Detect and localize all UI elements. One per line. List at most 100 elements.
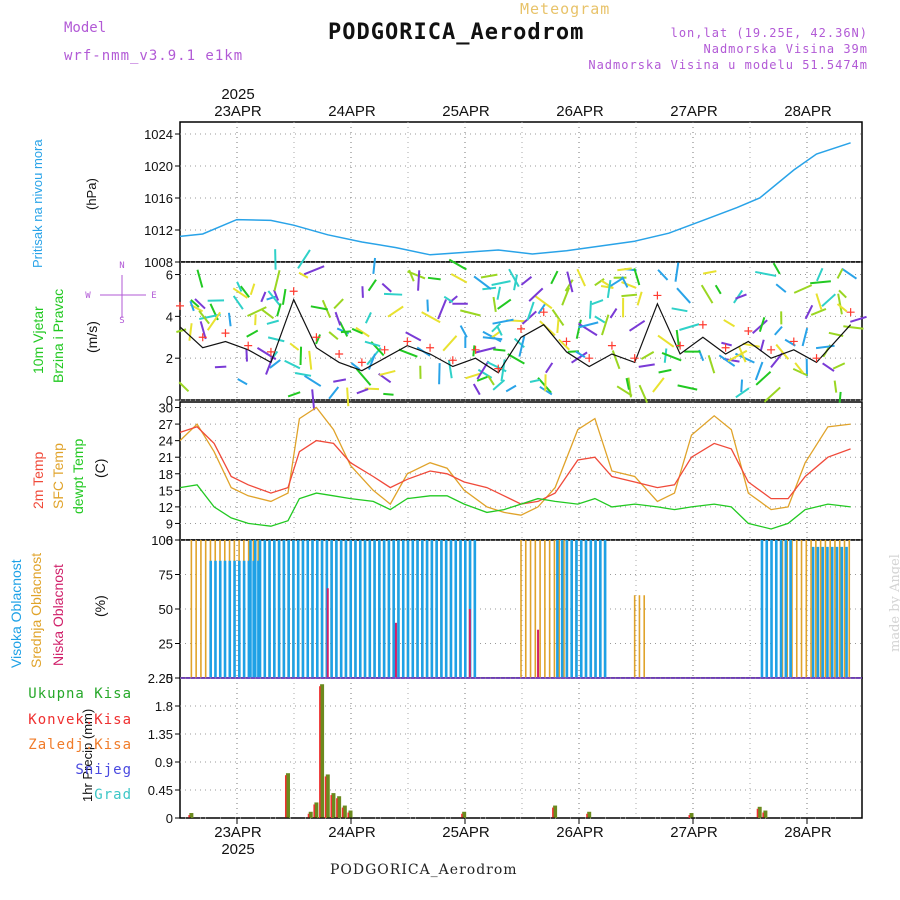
y-tick-label: 4 (166, 309, 173, 324)
bottom-day-label: 25APR (442, 824, 490, 841)
y-tick-label: 12 (159, 500, 173, 515)
dewpoint-line (179, 484, 851, 530)
bottom-year-label: 2025 (221, 841, 254, 858)
wind-barb (482, 336, 503, 341)
wind-barb (640, 350, 655, 360)
wind-barb (176, 328, 187, 333)
y-tick-label: 1.35 (148, 727, 173, 742)
compass-n: N (119, 261, 124, 271)
top-year-label: 2025 (221, 86, 254, 103)
wind-barb (735, 387, 750, 399)
wind-barb (843, 325, 864, 330)
wind-barb (561, 287, 571, 306)
precip-conv-bar (347, 812, 349, 818)
wind-barb (333, 298, 344, 310)
wind-barb (556, 318, 560, 334)
wind-barb (591, 299, 604, 306)
wind-barb (364, 312, 372, 324)
wind-barb (679, 323, 700, 331)
wind-barb (545, 362, 554, 374)
panel-frame-0 (179, 121, 863, 263)
wind-barb (609, 276, 625, 288)
wind-barb (379, 369, 396, 376)
wind-barb (239, 285, 250, 298)
wind-barb (621, 293, 638, 298)
precip-conv-bar (688, 815, 690, 818)
precip-bar (189, 813, 194, 818)
top-day-label: 25APR (442, 103, 490, 120)
wind-gust-marker (789, 337, 798, 346)
y-tick-label: 9 (166, 516, 173, 531)
wind-barb (267, 290, 281, 307)
compass-cross (100, 275, 146, 318)
y-tick-label: 1012 (144, 223, 173, 238)
top-day-label: 26APR (556, 103, 604, 120)
wind-gust-marker (426, 343, 435, 352)
wind-barb (465, 372, 481, 380)
wind-barb (838, 391, 842, 403)
temp-unit: (C) (92, 458, 108, 478)
wind-barb (551, 309, 565, 327)
wind-barb (663, 348, 668, 363)
wind-gust-marker (289, 287, 298, 296)
wind-barb (528, 287, 544, 302)
y-tick-label: 0 (166, 811, 173, 826)
wind-barb (606, 279, 612, 299)
wind-barb (356, 388, 369, 395)
y-tick-label: 0.9 (155, 755, 173, 770)
wind-barb (566, 271, 574, 293)
wind-barb (381, 282, 392, 293)
wind-barb (836, 268, 844, 279)
wind-barb (617, 267, 632, 272)
wind-barb (493, 348, 506, 352)
wind-barb (303, 265, 325, 276)
y-tick-label: 2 (166, 351, 173, 366)
precip-conv-bar (188, 815, 190, 818)
bottom-day-label: 27APR (670, 824, 718, 841)
wind-barb (588, 300, 592, 319)
precip-bar (314, 802, 319, 818)
top-day-label: 27APR (670, 103, 718, 120)
wind-barb (772, 262, 781, 275)
precip-conv-bar (330, 795, 332, 818)
pressure-label: Pritisak na nivou mora (30, 139, 45, 268)
low-cloud-label: Niska Oblacnost (50, 564, 66, 666)
wind-barb (408, 269, 415, 282)
wind-barb (281, 288, 287, 305)
wind-gust-marker (630, 354, 639, 363)
panel-frame-2 (179, 401, 863, 541)
wind-barb (405, 331, 422, 342)
footer-station: PODGORICA_Aerodrom (330, 862, 518, 878)
wind-barb (742, 342, 760, 348)
wind-barb (718, 354, 736, 367)
y-tick-label: 15 (159, 483, 173, 498)
wind-gust-marker (221, 329, 230, 338)
wind-barb (480, 273, 498, 279)
wind-sublabel: Brzina i Pravac (50, 288, 66, 383)
wind-barb (558, 338, 570, 351)
wind-gust-marker (335, 350, 344, 358)
wind-barb (495, 325, 503, 336)
wind-barb (810, 308, 827, 316)
model-value: wrf-nmm_v3.9.1 e1km (64, 48, 244, 64)
wind-barb (260, 291, 267, 303)
wind-barb (237, 378, 248, 386)
wind-barb (577, 322, 598, 337)
wind-gust-marker (744, 327, 753, 335)
wind-speed-line (179, 298, 852, 374)
wind-barb (507, 353, 525, 365)
legend-conv-rain: Konvek.Kisa (28, 712, 132, 728)
wind-barb (315, 334, 321, 345)
precip-conv-bar (313, 804, 315, 818)
model-label: Model (64, 20, 107, 36)
wind-barb (189, 300, 195, 312)
y-tick-label: 18 (159, 467, 173, 482)
wind-barb (616, 385, 633, 397)
wind-barb (333, 378, 347, 383)
wind-barb (473, 275, 492, 290)
wind-barb (289, 342, 300, 351)
wind-gust-marker (721, 343, 730, 352)
wind-barb (628, 319, 646, 332)
wind-barb (299, 346, 303, 366)
wind-barb (621, 281, 637, 289)
